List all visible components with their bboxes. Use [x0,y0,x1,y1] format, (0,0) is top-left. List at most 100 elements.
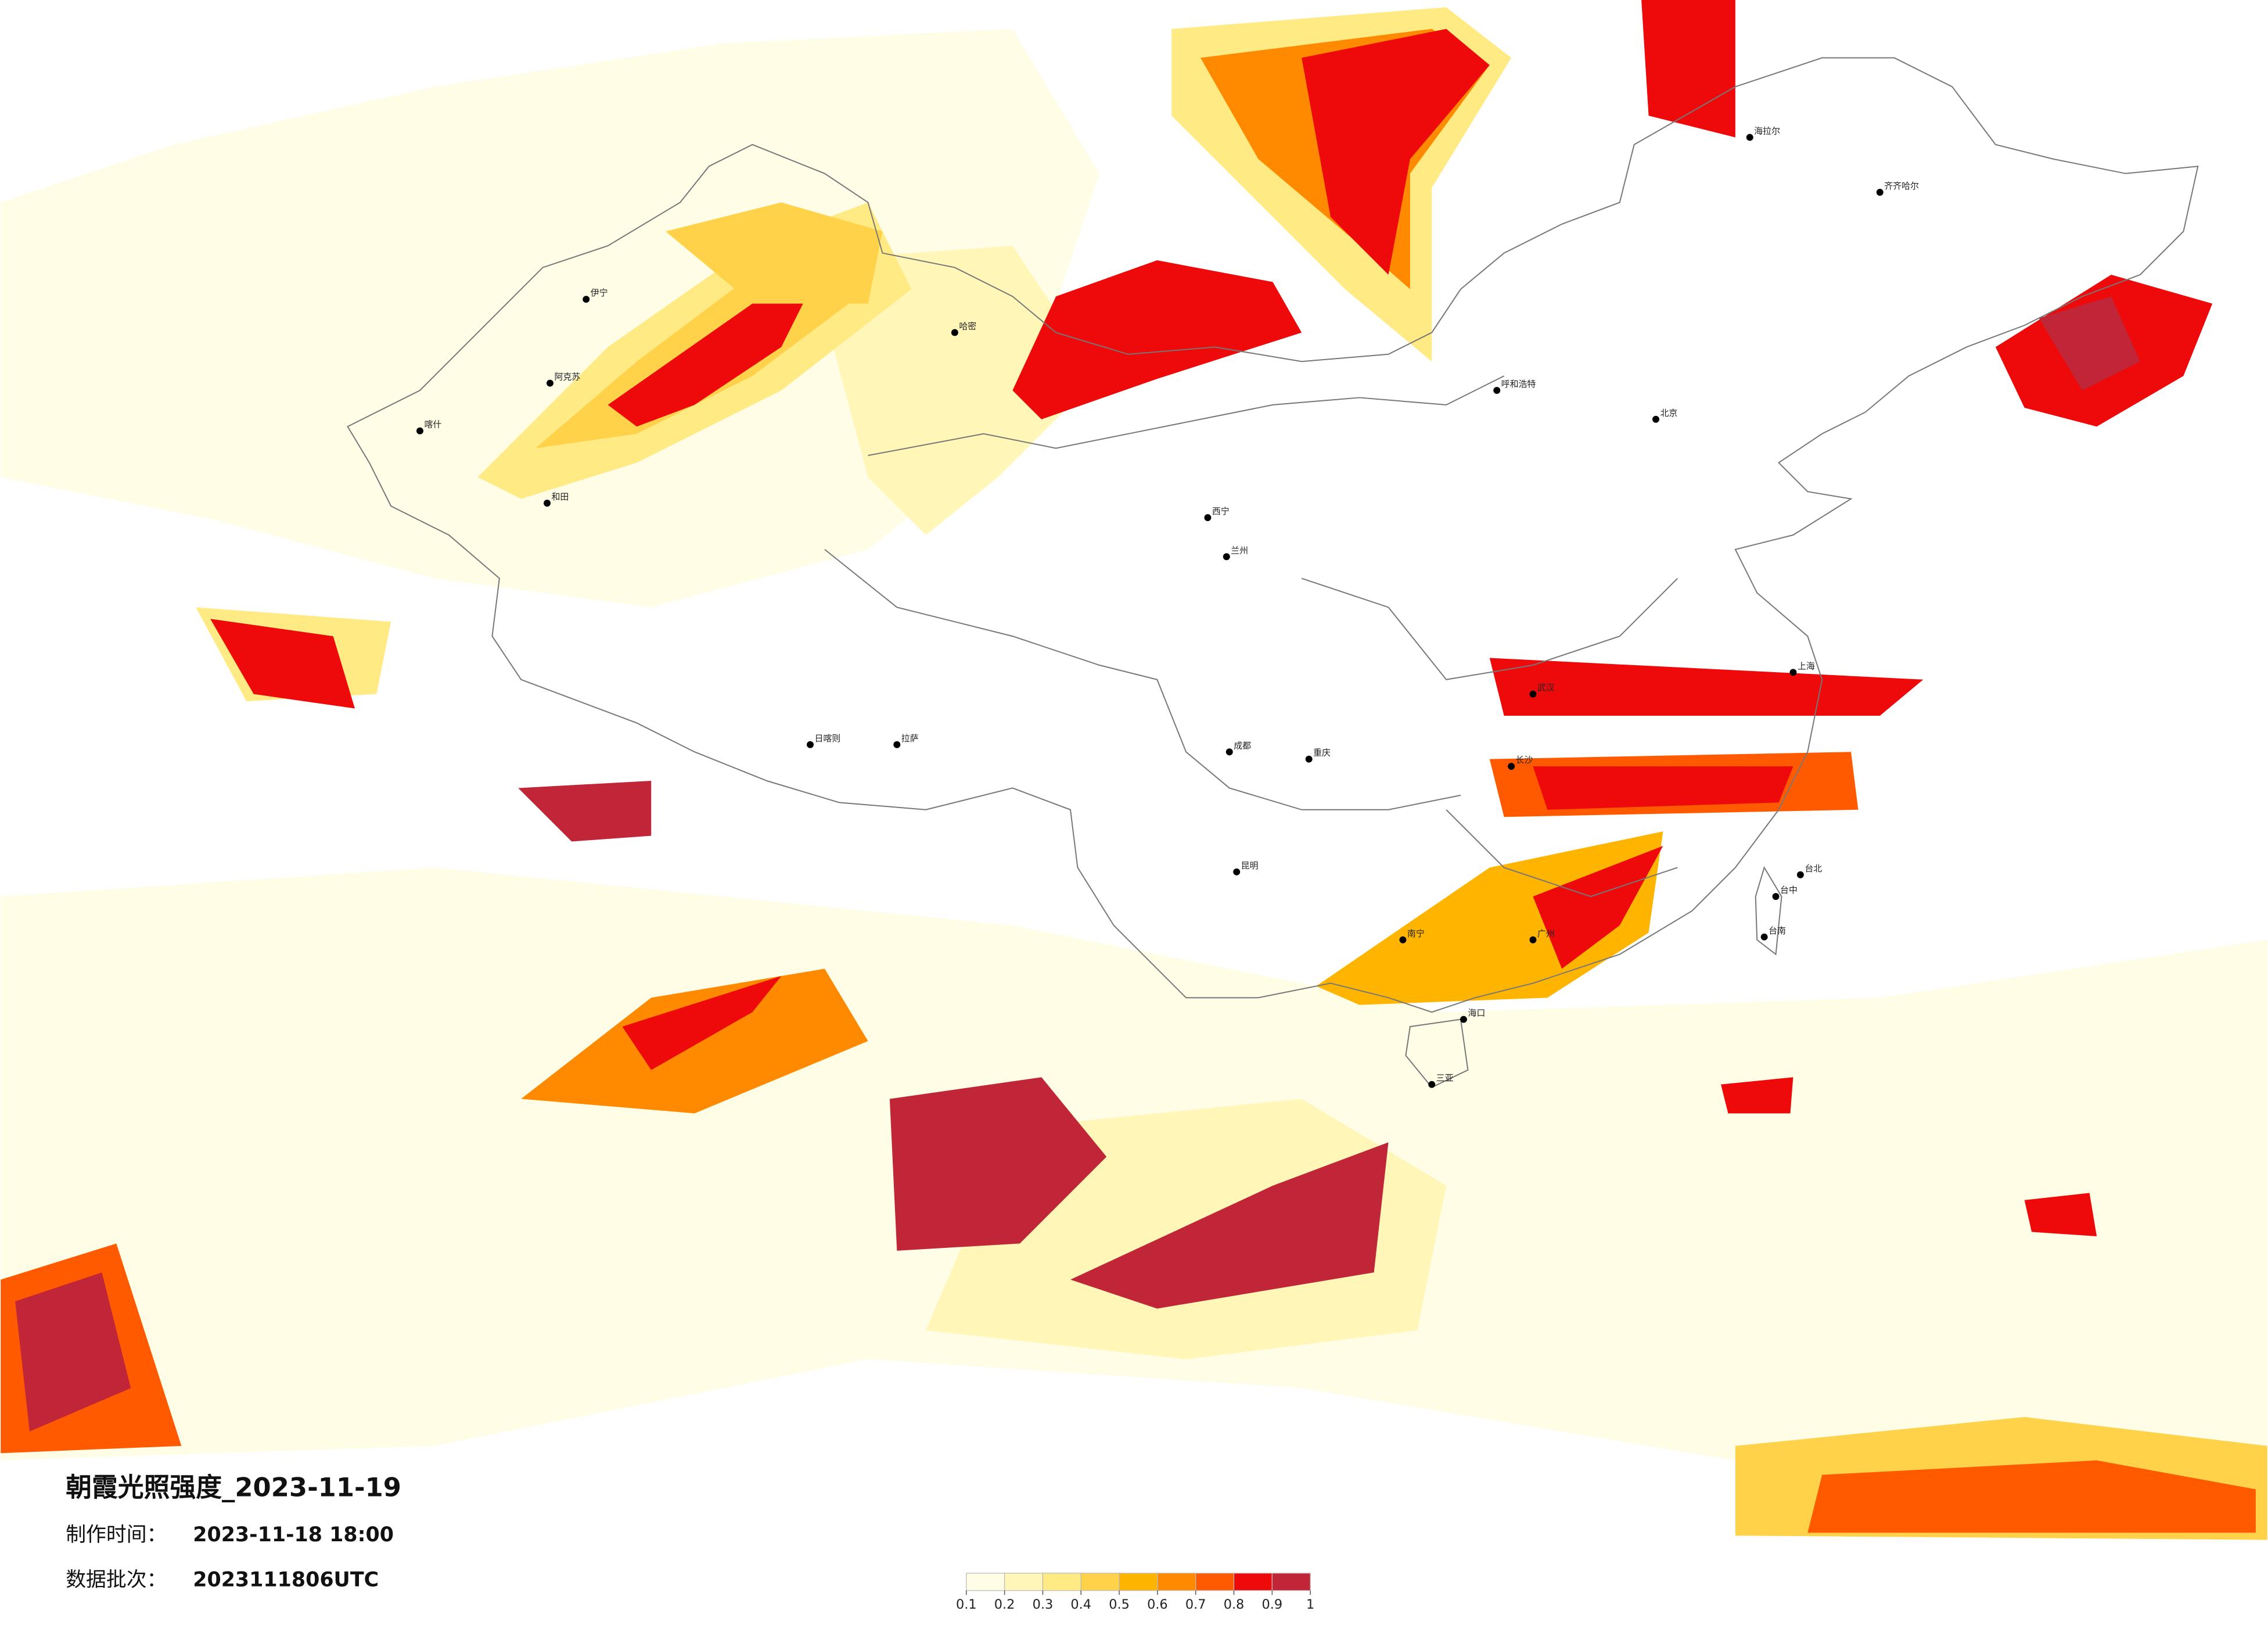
city-dot [1493,387,1501,394]
city-dot [1746,134,1753,141]
city-dot [1460,1016,1467,1023]
colorbar-tick-label: 0.7 [1185,1597,1206,1612]
glow-area [15,1272,131,1431]
city-label: 哈密 [959,321,976,331]
city-label: 台北 [1805,863,1822,874]
city-label: 和田 [551,491,569,502]
city-dot [1399,936,1407,943]
city-dot [583,296,590,303]
city-dot [1796,871,1804,878]
colorbar-swatch [1157,1573,1196,1591]
city-label: 三亚 [1436,1073,1454,1083]
city-label: 阿克苏 [554,372,580,382]
colorbar-tick-label: 0.8 [1224,1597,1245,1612]
city-label: 成都 [1234,740,1251,751]
glow-area [1489,658,1924,716]
time-value: 2023-11-18 18:00 [193,1523,394,1547]
glow-area [1316,831,1663,1005]
colorbar-tick-label: 0.4 [1070,1597,1091,1612]
glow-area [210,619,355,709]
colorbar-swatch [1042,1573,1081,1591]
glow-area [2039,296,2140,390]
glow-area [1720,1077,1793,1114]
city-label: 海拉尔 [1754,125,1780,136]
city-label: 拉萨 [901,733,919,744]
city-dot [1876,189,1884,196]
city-label: 台中 [1780,885,1798,895]
time-label: 制作时间： [66,1523,167,1547]
city-label: 武汉 [1537,683,1555,693]
city-label: 昆明 [1241,860,1259,871]
city-label: 伊宁 [591,288,608,298]
glow-area [810,246,1099,535]
glow-area [1070,1142,1389,1309]
city-label: 喀什 [424,419,441,430]
glow-area [1807,1460,2256,1533]
glow-area [1302,28,1490,275]
city-label: 兰州 [1231,545,1248,555]
colorbar-tick-label: 0.9 [1262,1597,1283,1612]
colorbar-swatch [1004,1573,1044,1591]
city-label: 上海 [1798,661,1815,671]
city-label: 长沙 [1516,755,1533,765]
colorbar-tick-label: 0.3 [1033,1597,1054,1612]
city-dot [1772,893,1780,900]
city-label: 广州 [1537,928,1555,939]
city-label: 日喀则 [814,733,840,744]
colorbar-swatch [1233,1573,1273,1591]
city-dot [1223,553,1230,561]
colorbar-swatch [1119,1573,1158,1591]
map-title: 朝霞光照强度_2023-11-19 [66,1472,401,1503]
glow-area [518,781,652,842]
city-dot [1233,868,1241,876]
city-dot [1305,755,1313,763]
city-label: 重庆 [1313,748,1331,758]
glow-area [666,202,883,304]
city-dot [1508,763,1515,770]
colorbar-tick-label: 0.1 [956,1597,977,1612]
batch-value: 2023111806UTC [193,1568,379,1591]
colorbar-swatch [966,1573,1005,1591]
city-dot [1789,669,1797,676]
city-dot [1428,1081,1436,1088]
city-dot [807,741,814,748]
city-label: 西宁 [1212,506,1230,516]
sunrise-glow-field [1,0,2267,1540]
colorbar-swatch [1195,1573,1235,1591]
colorbar-tick-label: 0.6 [1147,1597,1168,1612]
city-label: 南宁 [1407,928,1425,939]
colorbar: 0.1 0.2 0.3 0.4 0.5 0.6 0.7 0.8 0.9 1 [956,1573,1314,1612]
city-label: 呼和浩特 [1501,379,1536,389]
city-dot [547,379,553,387]
glow-area [608,289,810,427]
city-dot [1225,748,1233,756]
city-label: 齐齐哈尔 [1884,181,1919,191]
city-dot [1204,514,1212,521]
city-label: 台南 [1769,925,1786,936]
city-dot [416,427,423,435]
glow-area [1641,0,1735,138]
glow-area [889,1077,1107,1251]
city-dot [1529,690,1537,698]
colorbar-swatch [1271,1573,1311,1591]
glow-area [622,976,782,1070]
city-dot [951,329,958,336]
city-label: 北京 [1660,408,1677,418]
city-dot [1760,933,1768,941]
city-dot [1652,415,1659,423]
glow-area [2024,1193,2097,1236]
glow-area [1012,260,1302,419]
city-label: 海口 [1468,1008,1485,1018]
city-dot [1529,936,1537,943]
colorbar-tick-label: 0.5 [1109,1597,1130,1612]
city-dot [893,741,901,748]
colorbar-tick-label: 1 [1306,1597,1314,1612]
city-dot [544,500,551,507]
country-outline [347,57,2199,1088]
glow-area [1533,766,1793,810]
colorbar-swatch [1080,1573,1120,1591]
colorbar-tick-label: 0.2 [994,1597,1015,1612]
glow-area [1533,846,1663,969]
